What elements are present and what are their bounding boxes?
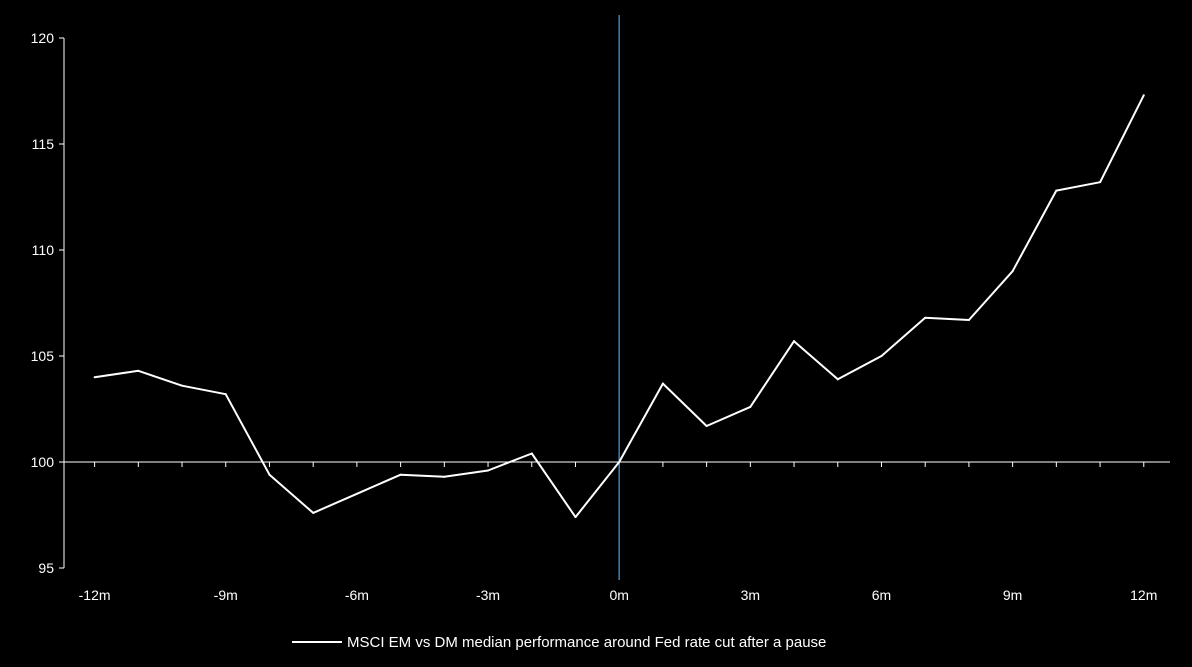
data-point bbox=[705, 424, 708, 427]
legend: MSCI EM vs DM median performance around … bbox=[292, 634, 826, 651]
data-point bbox=[93, 376, 96, 379]
data-point bbox=[1142, 94, 1145, 97]
x-tick-label: 0m bbox=[609, 587, 628, 603]
data-point bbox=[487, 469, 490, 472]
y-tick-label: 100 bbox=[31, 454, 55, 470]
x-tick-label: -9m bbox=[214, 587, 238, 603]
legend-label: MSCI EM vs DM median performance around … bbox=[347, 634, 826, 651]
data-point bbox=[836, 378, 839, 381]
data-point bbox=[312, 511, 315, 514]
data-point bbox=[181, 384, 184, 387]
x-tick-label: 3m bbox=[741, 587, 760, 603]
data-point bbox=[749, 405, 752, 408]
data-point bbox=[443, 475, 446, 478]
y-tick-label: 110 bbox=[32, 242, 55, 258]
y-axis: 95 100 105 110 115 120 bbox=[31, 30, 65, 576]
data-point bbox=[880, 355, 883, 357]
data-point bbox=[661, 382, 664, 385]
y-tick-label: 95 bbox=[38, 560, 54, 576]
data-point bbox=[224, 393, 227, 396]
data-point bbox=[355, 492, 358, 495]
y-tick-label: 120 bbox=[31, 30, 55, 46]
data-point bbox=[399, 473, 402, 476]
x-tick-label: 6m bbox=[872, 587, 891, 603]
data-point bbox=[924, 316, 927, 319]
data-point bbox=[268, 473, 271, 476]
data-point bbox=[967, 318, 970, 321]
x-tick-label: 9m bbox=[1003, 587, 1022, 603]
x-tick-label: -12m bbox=[79, 587, 111, 603]
x-tick-label: 12m bbox=[1130, 587, 1157, 603]
data-point bbox=[530, 452, 533, 455]
y-tick-label: 115 bbox=[32, 136, 55, 152]
data-point bbox=[1055, 189, 1058, 192]
x-tick-label: -3m bbox=[476, 587, 500, 603]
data-point bbox=[1011, 270, 1014, 273]
data-point bbox=[618, 461, 621, 463]
data-point bbox=[137, 369, 140, 372]
data-point bbox=[574, 516, 577, 519]
y-tick-label: 105 bbox=[31, 348, 55, 364]
x-axis: -12m -9m -6m -3m 0m 3m 6m 9m 12m bbox=[64, 461, 1170, 603]
x-tick-label: -6m bbox=[345, 587, 369, 603]
series-group bbox=[93, 94, 1145, 519]
data-point bbox=[793, 340, 796, 343]
data-point bbox=[1099, 181, 1102, 184]
